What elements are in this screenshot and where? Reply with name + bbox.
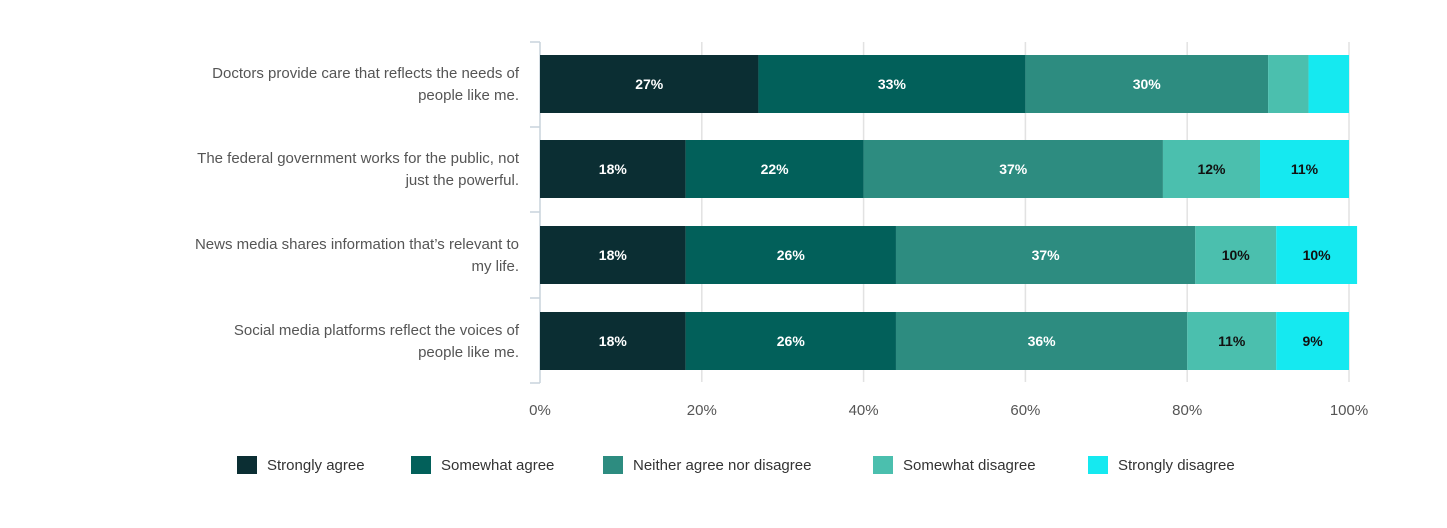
bar-segment	[685, 312, 896, 370]
legend-label: Neither agree nor disagree	[633, 457, 811, 474]
data-label: 37%	[1032, 247, 1061, 263]
category-label: my life.	[471, 258, 519, 275]
data-label: 11%	[1218, 333, 1246, 349]
x-tick-label: 20%	[687, 402, 717, 419]
category-label: The federal government works for the pub…	[197, 150, 520, 167]
bar-segment	[1187, 312, 1277, 370]
bar-segment	[540, 140, 686, 198]
bar-segment	[685, 140, 864, 198]
bar-segment	[1195, 226, 1277, 284]
legend-swatch	[1088, 456, 1108, 474]
legend-swatch	[873, 456, 893, 474]
data-label: 12%	[1197, 161, 1226, 177]
bar-segment	[1276, 226, 1358, 284]
bar-segment	[1260, 140, 1349, 198]
data-label: 10%	[1303, 247, 1332, 263]
bar-segment	[895, 312, 1188, 370]
data-label: 37%	[999, 161, 1028, 177]
bar-segment	[1268, 55, 1309, 113]
category-label: people like me.	[418, 87, 519, 104]
category-label: just the powerful.	[405, 172, 519, 189]
legend-swatch	[237, 456, 257, 474]
x-tick-label: 0%	[529, 402, 551, 419]
bar-segment	[1276, 312, 1349, 370]
legend-label: Strongly agree	[267, 457, 365, 474]
data-label: 11%	[1291, 161, 1319, 177]
data-label: 26%	[777, 247, 806, 263]
bar-segment	[540, 226, 686, 284]
data-label: 22%	[761, 161, 790, 177]
x-tick-label: 40%	[849, 402, 879, 419]
data-label: 18%	[599, 247, 628, 263]
data-label: 18%	[599, 333, 628, 349]
bar-segment	[895, 226, 1196, 284]
data-label: 27%	[635, 76, 664, 92]
data-label: 10%	[1222, 247, 1251, 263]
x-tick-label: 60%	[1010, 402, 1040, 419]
bar-segment	[863, 140, 1163, 198]
data-label: 33%	[878, 76, 907, 92]
data-label: 30%	[1133, 76, 1162, 92]
legend-label: Somewhat agree	[441, 457, 554, 474]
bar-segment	[1308, 55, 1349, 113]
x-tick-label: 80%	[1172, 402, 1202, 419]
category-label: people like me.	[418, 344, 519, 361]
category-label: Doctors provide care that reflects the n…	[212, 65, 520, 82]
legend-label: Strongly disagree	[1118, 457, 1235, 474]
bar-segment	[540, 55, 759, 113]
legend-swatch	[603, 456, 623, 474]
bar-segment	[540, 312, 686, 370]
x-tick-label: 100%	[1330, 402, 1368, 419]
bar-segment	[758, 55, 1026, 113]
bar-segment	[1025, 55, 1269, 113]
data-label: 36%	[1028, 333, 1057, 349]
category-label: News media shares information that’s rel…	[195, 236, 519, 253]
legend-swatch	[411, 456, 431, 474]
bar-segment	[685, 226, 896, 284]
bar-segment	[1162, 140, 1261, 198]
data-label: 26%	[777, 333, 806, 349]
data-label: 18%	[599, 161, 628, 177]
data-label: 9%	[1302, 333, 1323, 349]
category-label: Social media platforms reflect the voice…	[234, 322, 520, 339]
legend-label: Somewhat disagree	[903, 457, 1036, 474]
